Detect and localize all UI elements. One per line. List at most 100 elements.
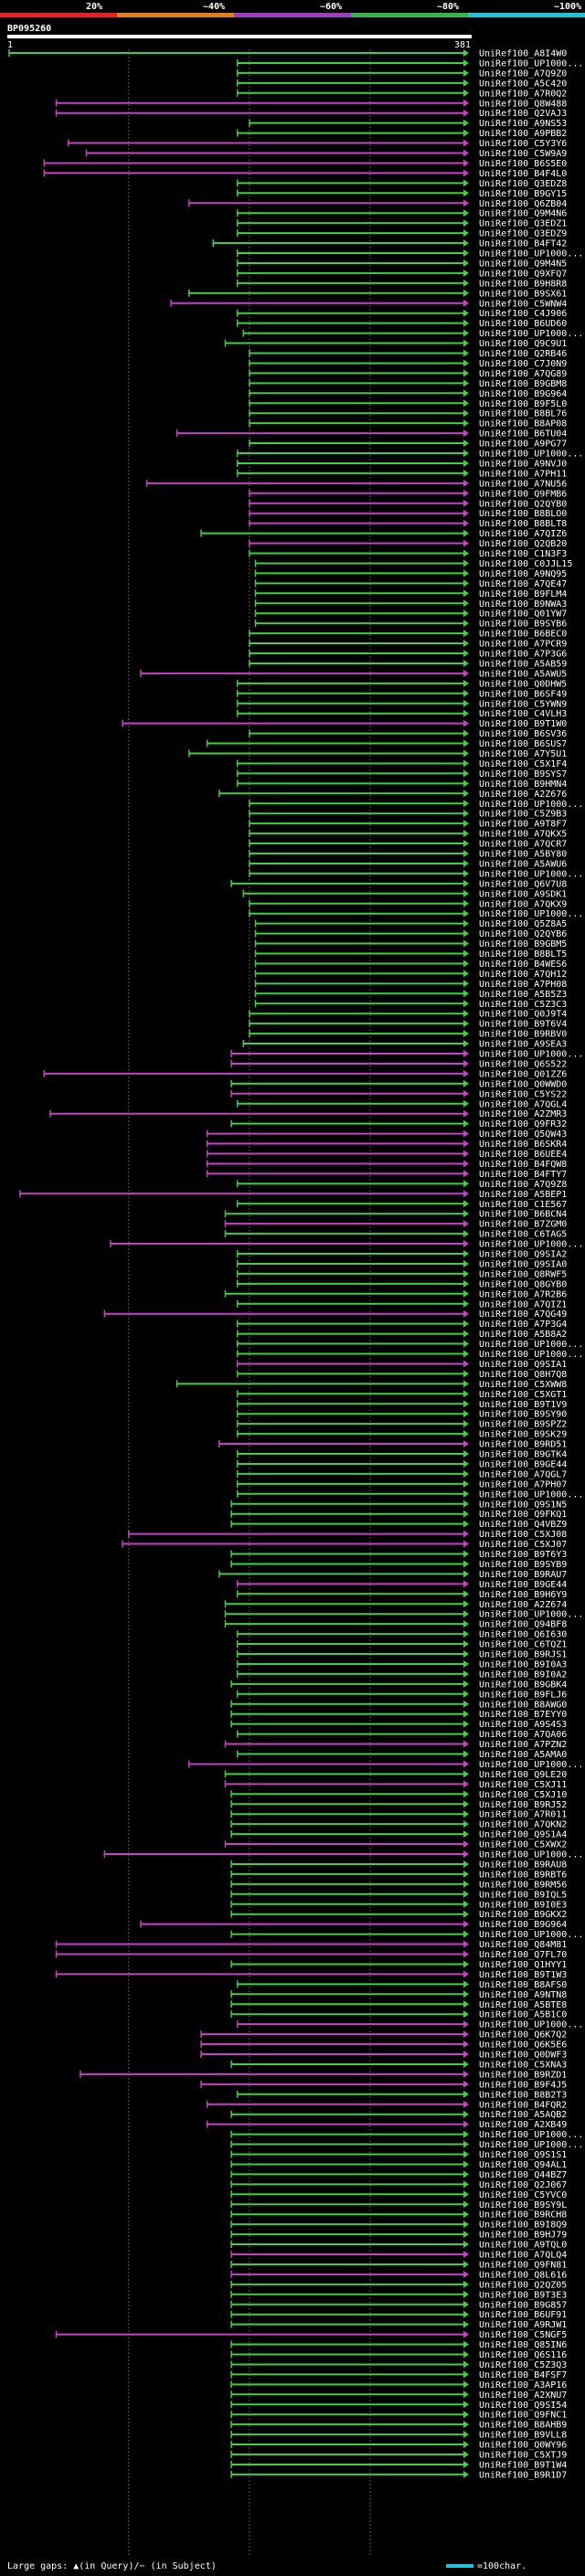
hit-label[interactable]: UniRef100_Q9SIA0 [479, 1259, 567, 1269]
hit-label[interactable]: UniRef100_A7QGL7 [479, 1469, 567, 1479]
hit-label[interactable]: UniRef100_A2ZMR3 [479, 1109, 567, 1119]
hit-label[interactable]: UniRef100_A9PBB2 [479, 129, 567, 139]
hit-label[interactable]: UniRef100_B9GTK4 [479, 1450, 567, 1460]
hit-label[interactable]: UniRef100_A7P3G4 [479, 1320, 567, 1330]
hit-label[interactable]: UniRef100_A7PH08 [479, 980, 567, 990]
hit-label[interactable]: UniRef100_A5AQB2 [479, 2110, 567, 2120]
hit-label[interactable]: UniRef100_A9T8F7 [479, 820, 567, 830]
hit-label[interactable]: UniRef100_A5B8A2 [479, 1330, 567, 1340]
hit-label[interactable]: UniRef100_Q0WY96 [479, 2441, 567, 2451]
hit-label[interactable]: UniRef100_Q8W488 [479, 99, 567, 109]
hit-label[interactable]: UniRef100_A9SDK1 [479, 889, 567, 899]
hit-label[interactable]: UniRef100_B9T6Y3 [479, 1550, 567, 1560]
hit-label[interactable]: UniRef100_UP1000... [479, 1930, 583, 1940]
hit-label[interactable]: UniRef100_Q6S116 [479, 2350, 567, 2360]
hit-label[interactable]: UniRef100_C5WNW4 [479, 299, 567, 309]
hit-label[interactable]: UniRef100_B9SYB9 [479, 1560, 567, 1570]
hit-label[interactable]: UniRef100_B9I8Q9 [479, 2221, 567, 2231]
hit-label[interactable]: UniRef100_C5XWX2 [479, 1840, 567, 1850]
hit-label[interactable]: UniRef100_B9T3E3 [479, 2290, 567, 2300]
hit-label[interactable]: UniRef100_A7QH12 [479, 970, 567, 980]
hit-label[interactable]: UniRef100_Q8L616 [479, 2270, 567, 2280]
hit-label[interactable]: UniRef100_Q01YW7 [479, 610, 567, 620]
hit-label[interactable]: UniRef100_B6UEE4 [479, 1150, 567, 1160]
hit-label[interactable]: UniRef100_UP1000... [479, 2020, 583, 2030]
hit-label[interactable]: UniRef100_UP1000... [479, 2130, 583, 2140]
hit-label[interactable]: UniRef100_B8AWG0 [479, 1700, 567, 1710]
hit-label[interactable]: UniRef100_UP1000... [479, 1050, 583, 1060]
hit-label[interactable]: UniRef100_B8B2T3 [479, 2090, 567, 2100]
hit-label[interactable]: UniRef100_C5XJ08 [479, 1530, 567, 1540]
hit-label[interactable]: UniRef100_B6TU04 [479, 429, 567, 440]
hit-label[interactable]: UniRef100_B9GY15 [479, 189, 567, 199]
hit-label[interactable]: UniRef100_B6S5E0 [479, 159, 567, 169]
hit-label[interactable]: UniRef100_C5Z3Q3 [479, 2360, 567, 2370]
hit-label[interactable]: UniRef100_A7QE47 [479, 579, 567, 589]
hit-label[interactable]: UniRef100_C5XWW8 [479, 1380, 567, 1390]
hit-label[interactable]: UniRef100_C5W9A9 [479, 149, 567, 159]
hit-label[interactable]: UniRef100_C5XJ07 [479, 1540, 567, 1550]
hit-label[interactable]: UniRef100_Q6K5E6 [479, 2041, 567, 2051]
hit-label[interactable]: UniRef100_Q1HYY1 [479, 1960, 567, 1970]
hit-label[interactable]: UniRef100_C5YS22 [479, 1089, 567, 1099]
hit-label[interactable]: UniRef100_A7QA06 [479, 1730, 567, 1740]
hit-label[interactable]: UniRef100_UP1000... [479, 450, 583, 460]
hit-label[interactable]: UniRef100_B9GE44 [479, 1459, 567, 1469]
hit-label[interactable]: UniRef100_C5Y3Y6 [479, 139, 567, 149]
hit-label[interactable]: UniRef100_B6BEC0 [479, 630, 567, 640]
hit-label[interactable]: UniRef100_B4FTY7 [479, 1170, 567, 1180]
hit-label[interactable]: UniRef100_Q9SIA2 [479, 1250, 567, 1260]
hit-label[interactable]: UniRef100_C5NGF5 [479, 2330, 567, 2340]
hit-label[interactable]: UniRef100_Q3EDZ8 [479, 179, 567, 189]
hit-label[interactable]: UniRef100_UP1000... [479, 1350, 583, 1360]
hit-label[interactable]: UniRef100_A7PCR9 [479, 640, 567, 650]
hit-label[interactable]: UniRef100_B9SYB6 [479, 620, 567, 630]
hit-label[interactable]: UniRef100_A2Z676 [479, 790, 567, 800]
hit-label[interactable]: UniRef100_B9FLJ6 [479, 1690, 567, 1700]
hit-label[interactable]: UniRef100_B4F4L0 [479, 169, 567, 179]
hit-label[interactable]: UniRef100_A7R011 [479, 1810, 567, 1820]
hit-label[interactable]: UniRef100_Q6I630 [479, 1630, 567, 1640]
hit-label[interactable]: UniRef100_Q9FMB6 [479, 489, 567, 499]
hit-label[interactable]: UniRef100_A9TQL0 [479, 2241, 567, 2251]
hit-label[interactable]: UniRef100_B9H6Y9 [479, 1590, 567, 1600]
hit-label[interactable]: UniRef100_C7J0N9 [479, 359, 567, 369]
hit-label[interactable]: UniRef100_Q5QW43 [479, 1129, 567, 1140]
hit-label[interactable]: UniRef100_Q9XFQ7 [479, 269, 567, 279]
hit-label[interactable]: UniRef100_A7QKN2 [479, 1820, 567, 1830]
hit-label[interactable]: UniRef100_Q9FKQ1 [479, 1510, 567, 1520]
hit-label[interactable]: UniRef100_B9T1W3 [479, 1970, 567, 1980]
hit-label[interactable]: UniRef100_B9RM56 [479, 1880, 567, 1890]
hit-label[interactable]: UniRef100_B9FLM4 [479, 589, 567, 599]
hit-label[interactable]: UniRef100_B4WES6 [479, 959, 567, 970]
hit-label[interactable]: UniRef100_C5XJ10 [479, 1790, 567, 1800]
hit-label[interactable]: UniRef100_B6BCN4 [479, 1210, 567, 1220]
hit-label[interactable]: UniRef100_A7Q9Z0 [479, 69, 567, 79]
hit-label[interactable]: UniRef100_Q9SI54 [479, 2401, 567, 2411]
hit-label[interactable]: UniRef100_C5X1F4 [479, 759, 567, 769]
hit-label[interactable]: UniRef100_C0JJL15 [479, 559, 572, 569]
hit-label[interactable]: UniRef100_B9RZD1 [479, 2070, 567, 2080]
hit-label[interactable]: UniRef100_Q9FNC1 [479, 2411, 567, 2421]
hit-label[interactable]: UniRef100_UP1000... [479, 1340, 583, 1350]
hit-label[interactable]: UniRef100_Q8GYB0 [479, 1279, 567, 1289]
hit-label[interactable]: UniRef100_A9NVJ0 [479, 459, 567, 469]
hit-label[interactable]: UniRef100_A2Z674 [479, 1600, 567, 1610]
hit-label[interactable]: UniRef100_A7PH11 [479, 469, 567, 479]
hit-label[interactable]: UniRef100_A7R0Q2 [479, 89, 567, 99]
hit-label[interactable]: UniRef100_A5BTE8 [479, 2000, 567, 2010]
hit-label[interactable]: UniRef100_A5AWU6 [479, 859, 567, 869]
hit-label[interactable]: UniRef100_C6TAG5 [479, 1230, 567, 1240]
hit-label[interactable]: UniRef100_Q84M81 [479, 1940, 567, 1950]
hit-label[interactable]: UniRef100_Q0WWD0 [479, 1079, 567, 1089]
hit-label[interactable]: UniRef100_Q6K7Q2 [479, 2030, 567, 2041]
hit-label[interactable]: UniRef100_Q2QYB6 [479, 929, 567, 939]
hit-label[interactable]: UniRef100_A3AP16 [479, 2380, 567, 2390]
hit-label[interactable]: UniRef100_Q2QB20 [479, 539, 567, 549]
hit-label[interactable]: UniRef100_Q4VBZ9 [479, 1520, 567, 1530]
hit-label[interactable]: UniRef100_Q9M4N6 [479, 209, 567, 219]
hit-label[interactable]: UniRef100_UP1000... [479, 1760, 583, 1770]
hit-label[interactable]: UniRef100_A5B5Z3 [479, 990, 567, 1000]
hit-label[interactable]: UniRef100_Q9M4N5 [479, 259, 567, 269]
hit-label[interactable]: UniRef100_B8AP08 [479, 419, 567, 429]
